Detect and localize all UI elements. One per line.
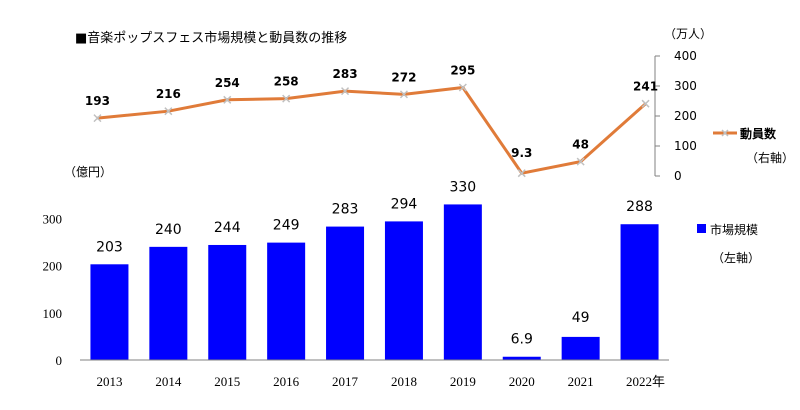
line-data-label: 272 xyxy=(391,70,416,84)
y-left-tick-label: 200 xyxy=(43,259,63,274)
bar-2021 xyxy=(561,336,600,360)
attendance-point-2022 xyxy=(641,99,650,108)
x-tick-label: 2014 xyxy=(155,374,182,389)
line-data-label: 9.3 xyxy=(511,146,532,160)
bar-2019 xyxy=(443,204,482,360)
legend-bar-sublabel: （左軸） xyxy=(712,250,760,265)
bar-data-label: 283 xyxy=(332,202,359,218)
line-data-label: 216 xyxy=(156,87,181,101)
bar-2013 xyxy=(90,264,129,360)
y-left-tick-label: 0 xyxy=(56,353,63,368)
bar-data-label: 288 xyxy=(626,199,653,215)
attendance-point-2015 xyxy=(223,95,232,104)
line-data-label: 295 xyxy=(450,64,475,78)
y-right-axis-unit: （万人） xyxy=(664,27,712,41)
attendance-point-2013 xyxy=(93,114,102,123)
line-data-label: 193 xyxy=(85,94,110,108)
bar-2016 xyxy=(267,242,306,360)
bar-data-label: 249 xyxy=(273,218,300,234)
bar-data-label: 6.9 xyxy=(511,332,533,348)
attendance-point-2020 xyxy=(517,169,526,178)
line-data-label: 283 xyxy=(333,67,358,81)
bar-2017 xyxy=(326,226,365,360)
legend-line-label: 動員数 xyxy=(740,126,777,141)
bar-data-label: 330 xyxy=(449,179,476,195)
attendance-line xyxy=(97,85,647,175)
bar-data-label: 203 xyxy=(96,239,123,255)
x-tick-label: 2021 xyxy=(568,374,594,389)
bar-2018 xyxy=(384,221,423,360)
attendance-point-2019 xyxy=(458,83,467,92)
line-data-label: 258 xyxy=(274,75,299,89)
y-left-tick-label: 300 xyxy=(43,212,63,227)
bar-data-label: 240 xyxy=(155,222,182,238)
y-right-tick-label: 100 xyxy=(674,139,697,153)
attendance-point-2017 xyxy=(341,87,350,96)
x-tick-label: 2015 xyxy=(214,374,240,389)
bar-2015 xyxy=(208,244,247,360)
legend-line-marker xyxy=(721,129,729,137)
line-data-label: 254 xyxy=(215,76,240,90)
x-tick-label: 2016 xyxy=(273,374,300,389)
x-tick-label: 2017 xyxy=(332,374,359,389)
bar-data-label: 49 xyxy=(572,310,590,326)
line-data-label: 48 xyxy=(572,138,589,152)
y-right-tick-label: 200 xyxy=(674,109,697,123)
y-right-tick-label: 0 xyxy=(674,169,682,183)
x-tick-label: 2022年 xyxy=(626,374,665,389)
bar-2022年 xyxy=(620,224,659,360)
bar-data-label: 244 xyxy=(214,220,241,236)
attendance-point-2018 xyxy=(399,90,408,99)
bar-2014 xyxy=(149,246,188,360)
y-left-axis-unit: （億円） xyxy=(64,165,112,179)
x-tick-label: 2013 xyxy=(96,374,122,389)
x-tick-label: 2018 xyxy=(391,374,417,389)
y-right-tick-label: 400 xyxy=(674,49,697,63)
attendance-point-2021 xyxy=(576,157,585,166)
legend-bar-label: 市場規模 xyxy=(710,222,758,237)
legend-line-sublabel: （右軸） xyxy=(746,150,794,165)
chart-title: ■音楽ポップスフェス市場規模と動員数の推移 xyxy=(75,31,348,46)
bar-data-label: 294 xyxy=(391,196,418,212)
y-left-tick-label: 100 xyxy=(43,306,63,321)
bar-2020 xyxy=(502,356,541,360)
x-tick-label: 2019 xyxy=(450,374,476,389)
attendance-point-2016 xyxy=(282,94,291,103)
y-right-tick-label: 300 xyxy=(674,79,697,93)
x-tick-label: 2020 xyxy=(509,374,535,389)
line-data-label: 241 xyxy=(633,80,658,94)
legend-bar-swatch xyxy=(697,224,706,233)
attendance-point-2014 xyxy=(164,107,173,116)
